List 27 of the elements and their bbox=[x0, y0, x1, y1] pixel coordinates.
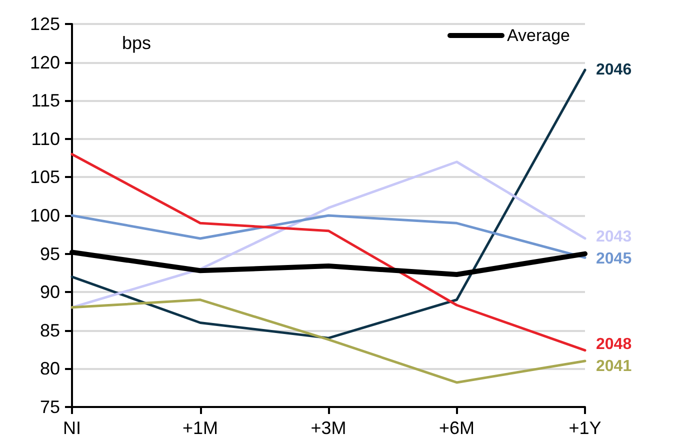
y-tick-label: 80 bbox=[40, 358, 60, 379]
y-tick-label: 125 bbox=[30, 14, 60, 34]
line-series bbox=[70, 160, 586, 309]
y-tick-label: 95 bbox=[40, 244, 60, 264]
y-tick-label: 100 bbox=[30, 206, 60, 226]
legend-label: Average bbox=[506, 26, 570, 45]
series-label: 2046 bbox=[596, 61, 632, 78]
x-tick-label: +1M bbox=[182, 418, 218, 438]
series-label: 2045 bbox=[596, 250, 632, 268]
y-axis-title: bps bbox=[122, 33, 152, 53]
y-tick-label: 90 bbox=[40, 282, 60, 302]
line-series bbox=[70, 152, 586, 352]
y-tick-label: 120 bbox=[30, 52, 60, 72]
line-series bbox=[70, 68, 586, 340]
y-tick-label: 105 bbox=[30, 167, 60, 188]
y-tick-label: 110 bbox=[31, 128, 60, 149]
x-tick-label: +3M bbox=[310, 418, 346, 438]
x-tick-label: +6M bbox=[438, 418, 475, 438]
series-label: 2041 bbox=[596, 358, 632, 376]
x-tick-label: NI bbox=[63, 418, 81, 438]
y-tick-label: 75 bbox=[40, 397, 60, 417]
y-tick-label: 85 bbox=[40, 320, 60, 340]
series-label: 2048 bbox=[596, 336, 632, 354]
y-tick-label: 115 bbox=[31, 90, 60, 111]
line-series bbox=[70, 298, 586, 384]
line-series bbox=[70, 214, 586, 259]
x-tick-label: +1Y bbox=[568, 418, 602, 438]
